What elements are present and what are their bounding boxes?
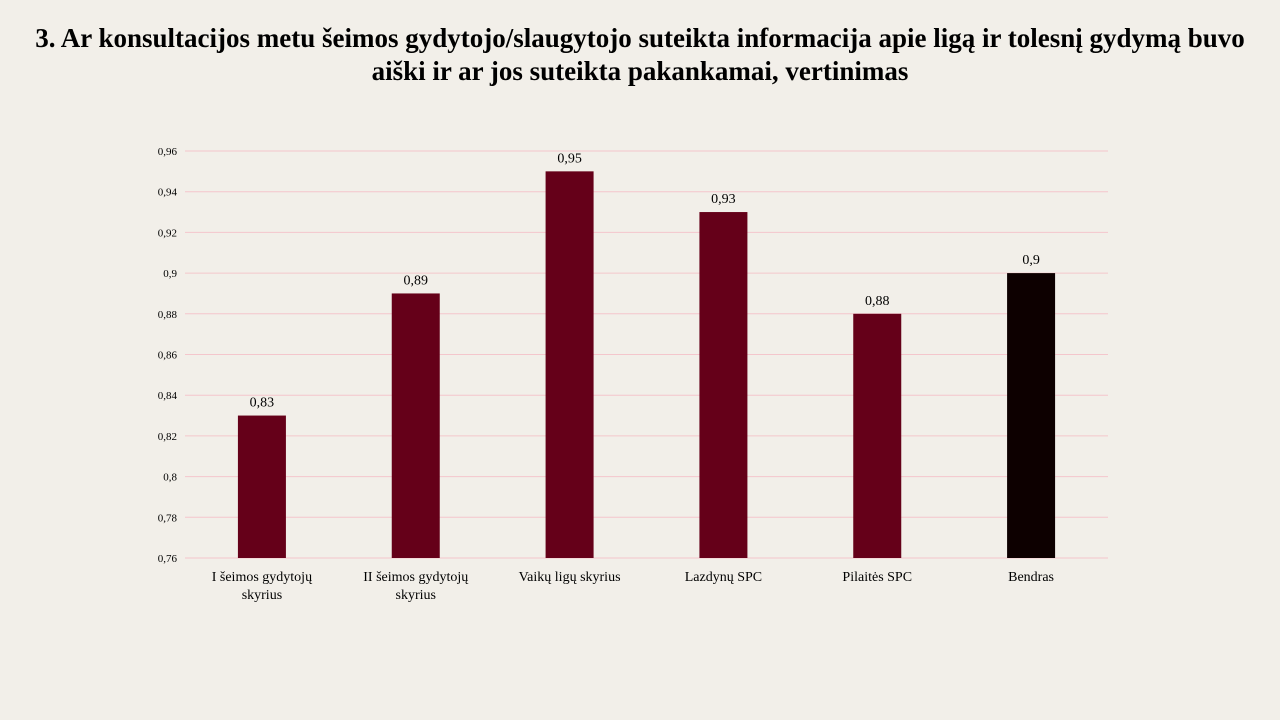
y-tick-label: 0,88 [158,309,178,321]
y-tick-label: 0,82 [158,431,177,443]
x-tick-label-line: skyrius [242,588,282,603]
y-tick-label: 0,96 [158,146,178,158]
x-tick-label-line: II šeimos gydytojų [363,570,468,585]
y-tick-label: 0,9 [163,268,177,280]
data-label: 0,95 [557,151,582,166]
data-label: 0,93 [711,192,736,207]
x-tick-label-line: Vaikų ligų skyrius [519,570,621,585]
y-tick-label: 0,92 [158,227,177,239]
x-tick-label-line: I šeimos gydytojų [212,570,312,585]
x-tick-label: I šeimos gydytojų skyrius [212,570,312,603]
y-tick-label: 0,84 [158,390,178,402]
chart-title: 3. Ar konsultacijos metu šeimos gydytojo… [0,22,1280,88]
data-label: 0,88 [865,294,890,309]
y-tick-label: 0,8 [163,472,177,484]
y-tick-label: 0,78 [158,512,178,524]
y-tick-label: 0,86 [158,350,178,362]
y-tick-label: 0,94 [158,187,178,199]
bar [391,293,440,558]
x-tick-label: Pilaitės SPC [842,570,912,585]
x-tick-label-line: Pilaitės SPC [842,570,912,585]
bar [853,313,902,558]
chart-title-line-2: aiški ir ar jos suteikta pakankamai, ver… [371,56,909,86]
x-tick-label: Vaikų ligų skyrius [519,570,621,585]
data-label: 0,83 [250,396,275,411]
x-tick-label-line: Lazdynų SPC [685,570,762,585]
x-tick-label: II šeimos gydytojų skyrius [363,570,468,603]
gridlines [185,150,1108,559]
bar [237,415,286,558]
bars: 0,83 0,89 0,95 0,93 0,88 0,9 [237,151,1056,559]
bar [699,212,748,559]
x-tick-label: Bendras [1008,570,1054,585]
x-tick-label: Lazdynų SPC [685,570,762,585]
x-tick-label-line: Bendras [1008,570,1054,585]
x-tick-label-line: skyrius [396,588,436,603]
data-label: 0,89 [404,273,429,288]
bar [545,171,594,558]
y-tick-label: 0,76 [158,553,178,565]
y-axis: 0,76 0,78 0,8 0,82 0,84 0,86 0,88 0,9 0,92 0,94 0,… [158,146,178,565]
bar [1007,273,1056,558]
chart-title-line-1: 3. Ar konsultacijos metu šeimos gydytojo… [35,23,1245,53]
data-label: 0,9 [1022,253,1040,268]
